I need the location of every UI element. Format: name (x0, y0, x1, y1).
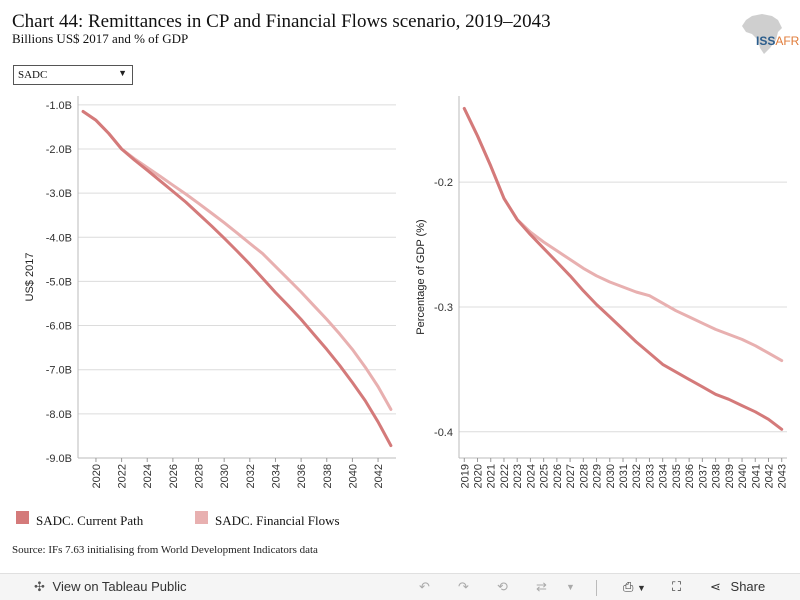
x-tick-label: 2039 (724, 464, 736, 488)
x-tick-label: 2038 (711, 464, 723, 488)
africa-logo-icon (742, 14, 782, 54)
legend-label-financial-flows: SADC. Financial Flows (215, 513, 340, 528)
x-tick-label: 2036 (296, 464, 308, 488)
chevron-down-icon: ▼ (637, 583, 646, 593)
x-tick-label: 2032 (245, 464, 257, 488)
x-tick-label: 2034 (270, 464, 282, 488)
x-tick-label: 2038 (322, 464, 334, 488)
x-tick-label: 2028 (578, 464, 590, 488)
view-on-tableau-label: View on Tableau Public (52, 579, 187, 594)
x-tick-label: 2026 (168, 464, 180, 488)
chart-title: Chart 44: Remittances in CP and Financia… (12, 11, 551, 32)
y-tick-label: -8.0B (46, 409, 72, 421)
x-tick-label: 2042 (373, 464, 385, 488)
x-tick-label: 2020 (91, 464, 103, 488)
y-tick-label: -7.0B (46, 365, 72, 377)
x-tick-label: 2041 (750, 464, 762, 488)
chevron-down-icon: ▼ (118, 68, 127, 78)
x-tick-label: 2024 (142, 464, 154, 488)
legend-swatch-current-path (16, 511, 29, 524)
download-icon: ⎙ (623, 579, 634, 594)
x-tick-label: 2042 (763, 464, 775, 488)
region-filter-dropdown[interactable]: SADC ▼ (13, 65, 133, 85)
download-button[interactable]: ⎙ ▼ (623, 579, 646, 597)
undo-button[interactable]: ↶ (419, 579, 430, 597)
chart-gdp-pct: -0.2 -0.3 -0.4 2019 2020 2021 2022 2023 2024 2025… (415, 96, 789, 488)
x-tick-label: 2027 (565, 464, 577, 488)
refresh-icon: ⇄ (536, 579, 547, 594)
share-label: Share (730, 579, 766, 594)
x-tick-label: 2040 (347, 464, 359, 488)
x-tick-label: 2022 (117, 464, 129, 488)
x-tick-label: 2036 (684, 464, 696, 488)
x-tick-label: 2043 (777, 464, 789, 488)
x-tick-label: 2031 (618, 464, 630, 488)
series-line-sadc-current-path[interactable] (81, 110, 393, 448)
chart-subtitle: Billions US$ 2017 and % of GDP (12, 31, 189, 46)
series-line-sadc-financial-flows[interactable] (462, 107, 784, 363)
series-line-sadc-current-path[interactable] (462, 107, 784, 431)
tableau-logo-icon: ✣ (34, 579, 45, 594)
legend-label-current-path: SADC. Current Path (36, 513, 144, 528)
chart-usd: -1.0B -2.0B -3.0B -4.0B -5.0B -6.0B -7.0B -8.0B… (24, 96, 396, 488)
region-filter-value: SADC (18, 69, 48, 81)
x-tick-label: 2028 (194, 464, 206, 488)
x-tick-label: 2022 (499, 464, 511, 488)
y-tick-label: -0.3 (434, 302, 453, 314)
x-tick-label: 2030 (605, 464, 617, 488)
x-tick-label: 2023 (512, 464, 524, 488)
share-icon: ⋖ (710, 579, 721, 594)
source-note: Source: IFs 7.63 initialising from World… (12, 544, 318, 556)
y-tick-label: -2.0B (46, 144, 72, 156)
refresh-menu-button[interactable]: ▼ (566, 582, 575, 600)
undo-icon: ↶ (419, 579, 430, 594)
fullscreen-button[interactable]: ⛶ (672, 579, 681, 597)
redo-button[interactable]: ↷ (458, 579, 469, 597)
x-tick-label: 2032 (631, 464, 643, 488)
revert-button[interactable]: ⟲ (497, 579, 508, 597)
y-tick-label: -4.0B (46, 232, 72, 244)
toolbar-divider (596, 580, 597, 596)
x-tick-label: 2033 (644, 464, 656, 488)
charts-canvas: -1.0B -2.0B -3.0B -4.0B -5.0B -6.0B -7.0B -8.0B… (24, 96, 789, 488)
chevron-down-icon: ▼ (566, 582, 575, 592)
tableau-toolbar: ✣ View on Tableau Public ↶ ↷ ⟲ ⇄ ▼ ⎙ ▼ ⛶… (0, 573, 800, 600)
x-tick-label: 2026 (552, 464, 564, 488)
share-button[interactable]: ⋖ Share (710, 579, 765, 597)
redo-icon: ↷ (458, 579, 469, 594)
x-tick-label: 2037 (697, 464, 709, 488)
legend-item-current-path[interactable]: SADC. Current Path (16, 511, 186, 529)
revert-icon: ⟲ (497, 579, 508, 594)
y-tick-label: -0.4 (434, 427, 453, 439)
x-tick-label: 2035 (671, 464, 683, 488)
fullscreen-icon: ⛶ (672, 579, 682, 594)
x-tick-label: 2024 (525, 464, 537, 488)
logo-text-accent: AFRICA (775, 34, 800, 48)
y-tick-label: -3.0B (46, 188, 72, 200)
logo-text: ISSAFRICA (756, 34, 800, 48)
x-tick-label: 2034 (658, 464, 670, 488)
legend-item-financial-flows[interactable]: SADC. Financial Flows (195, 511, 375, 529)
x-tick-label: 2021 (486, 464, 498, 488)
x-tick-label: 2020 (473, 464, 485, 488)
x-tick-label: 2040 (737, 464, 749, 488)
legend-swatch-financial-flows (195, 511, 208, 524)
view-on-tableau-button[interactable]: ✣ View on Tableau Public (34, 579, 186, 597)
x-tick-label: 2025 (539, 464, 551, 488)
x-tick-label: 2030 (219, 464, 231, 488)
y-tick-label: -0.2 (434, 177, 453, 189)
y-axis-title: Percentage of GDP (%) (415, 219, 427, 334)
y-axis-title: US$ 2017 (24, 253, 36, 302)
x-tick-label: 2029 (592, 464, 604, 488)
y-tick-label: -5.0B (46, 276, 72, 288)
y-tick-label: -9.0B (46, 453, 72, 465)
y-tick-label: -1.0B (46, 100, 72, 112)
y-tick-label: -6.0B (46, 321, 72, 333)
refresh-button[interactable]: ⇄ (536, 579, 547, 597)
x-tick-label: 2019 (459, 464, 471, 488)
